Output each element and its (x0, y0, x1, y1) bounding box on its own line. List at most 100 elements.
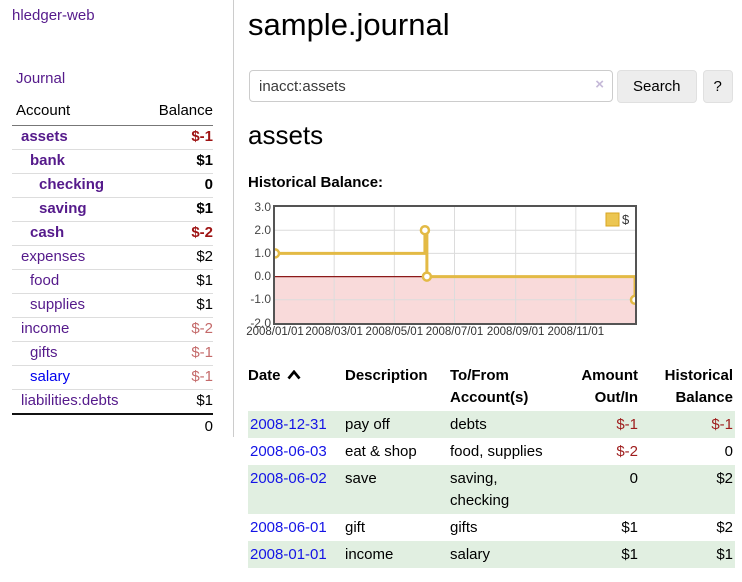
historical-balance-cell: 0 (724, 443, 733, 460)
clear-search-icon[interactable]: × (595, 76, 604, 93)
sidebar-account-row: bank $1 (12, 149, 213, 174)
account-balance-value: $-2 (145, 317, 213, 342)
sidebar-account-link[interactable]: bank (30, 152, 66, 169)
description-cell: pay off (345, 416, 390, 433)
sidebar-account-row: liabilities:debts $1 (12, 389, 213, 414)
sidebar-account-link[interactable]: saving (39, 200, 87, 217)
accounts-header-row: Account Balance (12, 100, 213, 126)
account-heading: assets (248, 120, 324, 150)
description-cell: income (345, 546, 394, 563)
accounts-balance-table: Account Balance assets $-1 bank $1 checking 0… (12, 100, 213, 439)
historical-balance-cell: $2 (716, 470, 733, 487)
sidebar-divider (233, 0, 234, 437)
account-balance-value: $1 (145, 197, 213, 222)
historical-balance-chart: $ 3.0 2.0 1.0 0.0 -1.0 -2.0 2008/01/01 2008/03/… (243, 195, 643, 347)
register-row: 2008-12-31 pay off debts $-1 $-1 (248, 411, 735, 438)
account-balance-value: $-1 (191, 128, 213, 145)
tofrom-account-cell: salary (450, 546, 491, 563)
historical-balance-cell: $2 (716, 519, 733, 536)
help-button[interactable]: ? (702, 70, 733, 103)
x-axis-tick-label: 2008/09/01 (486, 326, 545, 338)
sidebar-account-link[interactable]: income (21, 320, 70, 337)
search-button[interactable]: Search (617, 70, 697, 103)
y-axis-tick-label: -1.0 (250, 292, 271, 307)
sidebar-account-row: supplies $1 (12, 293, 213, 318)
balance-column-header: Historical Balance (664, 367, 733, 406)
sidebar-account-row: salary $-1 (12, 365, 213, 390)
sidebar-account-link[interactable]: supplies (30, 296, 86, 313)
account-balance-value: $-2 (145, 221, 213, 246)
sidebar-account-link[interactable]: expenses (21, 248, 86, 265)
description-cell: save (345, 470, 377, 487)
date-column-header[interactable]: Date (248, 362, 345, 411)
date-cell: 2008-06-01 (248, 514, 345, 541)
account-balance-value: $-1 (145, 365, 213, 390)
sidebar-account-row: cash $-2 (12, 221, 213, 246)
account-column-header: To/From Account(s) (450, 367, 529, 406)
accounts-total-spacer (12, 413, 146, 439)
y-axis-tick-label: 3.0 (254, 199, 271, 214)
date-header-label: Date (248, 367, 281, 384)
register-row: 2008-01-01 income salary $1 $1 (248, 541, 735, 568)
x-axis-tick-label: 2008/01/01 (246, 326, 304, 338)
sidebar-account-link[interactable]: food (30, 272, 60, 289)
search-input[interactable] (249, 70, 613, 102)
account-name-cell: checking (12, 173, 146, 198)
chart-plot-area[interactable]: $ (273, 205, 637, 325)
tofrom-account-cell: saving, checking (450, 470, 510, 509)
search-input-wrap: × (249, 70, 613, 102)
account-balance-value: $1 (145, 293, 213, 318)
y-axis-tick-label: 0.0 (254, 269, 271, 284)
accounts-total-row: 0 (12, 413, 213, 439)
sidebar-account-row: income $-2 (12, 317, 213, 342)
register-row: 2008-06-02 save saving, checking 0 $2 (248, 465, 735, 514)
balance-column-header: Balance (145, 100, 213, 126)
register-header-row: Date Description To/From Account(s) Amou… (248, 362, 735, 411)
transaction-date-link[interactable]: 2008-06-03 (250, 443, 327, 460)
amount-cell: $1 (621, 546, 638, 563)
sidebar-account-link[interactable]: gifts (30, 344, 58, 361)
register-table: Date Description To/From Account(s) Amou… (248, 362, 735, 568)
svg-text:$: $ (622, 212, 630, 227)
y-axis-tick-label: -2.0 (250, 315, 271, 330)
sort-ascending-icon (286, 369, 301, 380)
account-name-cell: saving (12, 197, 146, 222)
date-cell: 2008-06-03 (248, 438, 345, 465)
account-balance-value: $1 (145, 149, 213, 174)
date-cell: 2008-06-02 (248, 465, 345, 514)
date-cell: 2008-01-01 (248, 541, 345, 568)
account-balance-value: $-1 (145, 341, 213, 366)
historical-balance-cell: $-1 (711, 416, 733, 433)
x-axis-tick-label: 2008/03/01 (305, 326, 363, 338)
amount-column-header: Amount Out/In (581, 367, 638, 406)
transaction-date-link[interactable]: 2008-01-01 (250, 546, 327, 563)
sidebar-account-row: assets $-1 (12, 126, 213, 150)
date-cell: 2008-12-31 (248, 411, 345, 438)
account-name-cell: liabilities:debts (12, 389, 146, 414)
sidebar-account-link[interactable]: salary (30, 368, 71, 385)
search-bar: × Search ? (249, 70, 733, 103)
account-balance-value: 0 (145, 173, 213, 198)
journal-link-text[interactable]: Journal (16, 70, 66, 87)
sidebar-item-journal[interactable]: Journal (16, 70, 65, 87)
account-name-cell: salary (12, 365, 146, 390)
sidebar-account-link[interactable]: checking (39, 176, 105, 193)
tofrom-account-cell: gifts (450, 519, 478, 536)
description-cell: eat & shop (345, 443, 417, 460)
x-axis-tick-label: 2008/07/01 (425, 326, 484, 338)
app-brand-link[interactable]: hledger-web (12, 7, 95, 24)
sidebar-account-link[interactable]: assets (21, 128, 68, 145)
sidebar-account-link[interactable]: liabilities:debts (21, 392, 119, 409)
transaction-date-link[interactable]: 2008-06-02 (250, 470, 327, 487)
x-axis-tick-label: 2008/05/01 (365, 326, 424, 338)
sidebar-account-link[interactable]: cash (30, 224, 65, 241)
tofrom-account-cell: debts (450, 416, 487, 433)
chart-svg: $ (275, 207, 635, 323)
amount-cell: $1 (621, 519, 638, 536)
accounts-total-value: 0 (145, 413, 213, 439)
historical-balance-label: Historical Balance: (248, 174, 384, 191)
transaction-date-link[interactable]: 2008-06-01 (250, 519, 327, 536)
account-balance-value: $1 (145, 269, 213, 294)
brand-link-text[interactable]: hledger-web (12, 7, 95, 24)
transaction-date-link[interactable]: 2008-12-31 (250, 416, 327, 433)
